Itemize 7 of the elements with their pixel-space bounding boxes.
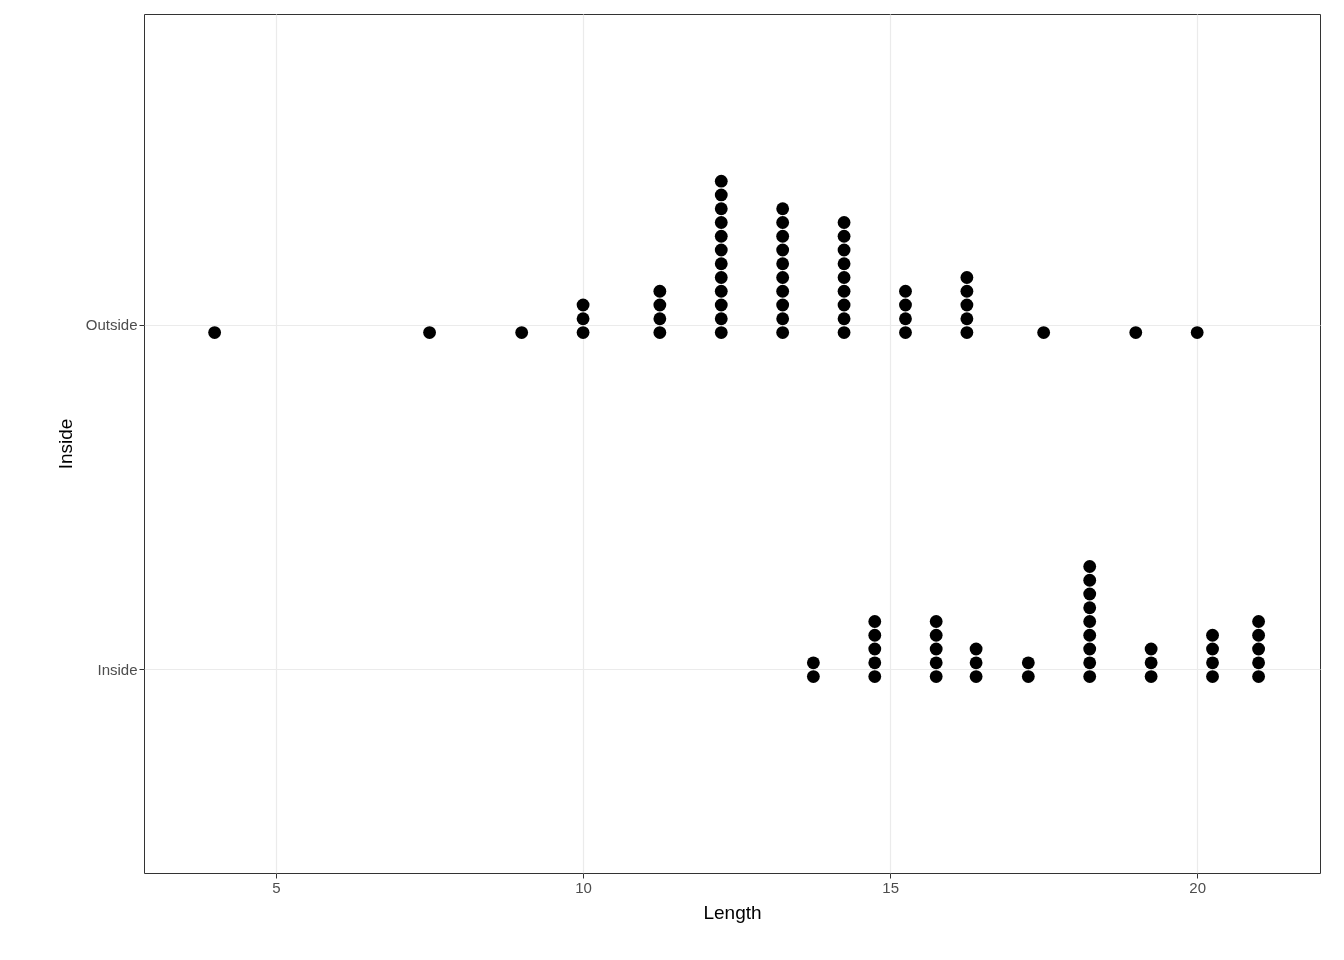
x-tick-label: 10 [575, 878, 592, 896]
y-tick-label: Outside [85, 316, 138, 334]
x-tick-label: 15 [882, 878, 899, 896]
x-tick-label: 5 [272, 878, 281, 896]
x-axis-title: Length [703, 901, 762, 923]
y-axis-title: Inside [54, 418, 76, 470]
x-tick-label: 20 [1189, 878, 1207, 896]
